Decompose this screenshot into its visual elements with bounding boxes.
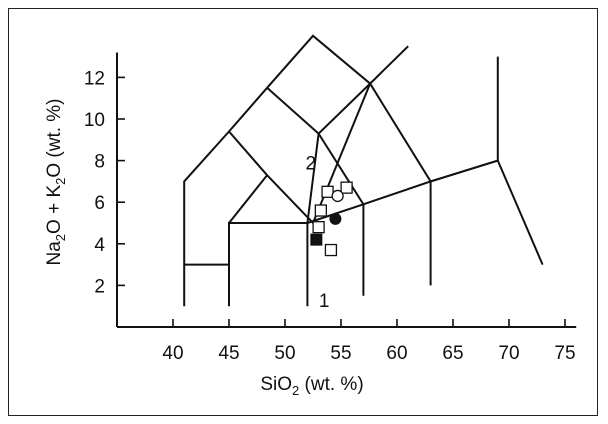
y-axis-title: Na2O + K2O (wt. %)	[44, 98, 68, 265]
y-tick-label: 10	[84, 110, 105, 131]
filled-square-point	[310, 233, 323, 246]
field-boundary	[369, 45, 409, 85]
x-tick-label: 75	[554, 343, 575, 364]
field-boundary	[306, 133, 320, 224]
field-boundary	[228, 174, 268, 224]
open-square-point	[321, 185, 334, 198]
y-tick-label: 4	[94, 235, 105, 256]
field-label: 2	[305, 154, 316, 175]
data-points	[310, 181, 353, 257]
field-boundary	[183, 34, 499, 307]
labels: 21	[305, 154, 329, 312]
y-tick-label: 8	[94, 152, 105, 173]
open-square-point	[312, 221, 325, 234]
y-tick-label: 6	[94, 193, 105, 214]
x-tick-label: 45	[218, 343, 239, 364]
x-tick-label: 70	[498, 343, 519, 364]
open-square-point	[340, 181, 353, 194]
x-tick-label: 60	[386, 343, 407, 364]
open-circle-point	[331, 189, 344, 203]
open-square-point	[324, 243, 338, 257]
filled-circle-point	[329, 212, 342, 225]
x-tick-label: 65	[442, 343, 463, 364]
field-boundary	[266, 82, 371, 135]
field-boundary	[228, 83, 372, 225]
open-square-point	[314, 204, 327, 217]
field-boundary	[430, 159, 544, 265]
field-boundary	[317, 133, 365, 205]
x-tick-label: 55	[330, 343, 351, 364]
x-tick-label: 50	[274, 343, 295, 364]
field-label: 1	[319, 291, 330, 312]
x-axis-title: SiO2 (wt. %)	[260, 374, 363, 398]
y-tick-label: 2	[94, 276, 105, 297]
field-boundary	[228, 222, 309, 307]
field-boundaries	[183, 34, 544, 307]
x-tick-label: 40	[162, 343, 183, 364]
y-tick-label: 12	[84, 68, 105, 89]
